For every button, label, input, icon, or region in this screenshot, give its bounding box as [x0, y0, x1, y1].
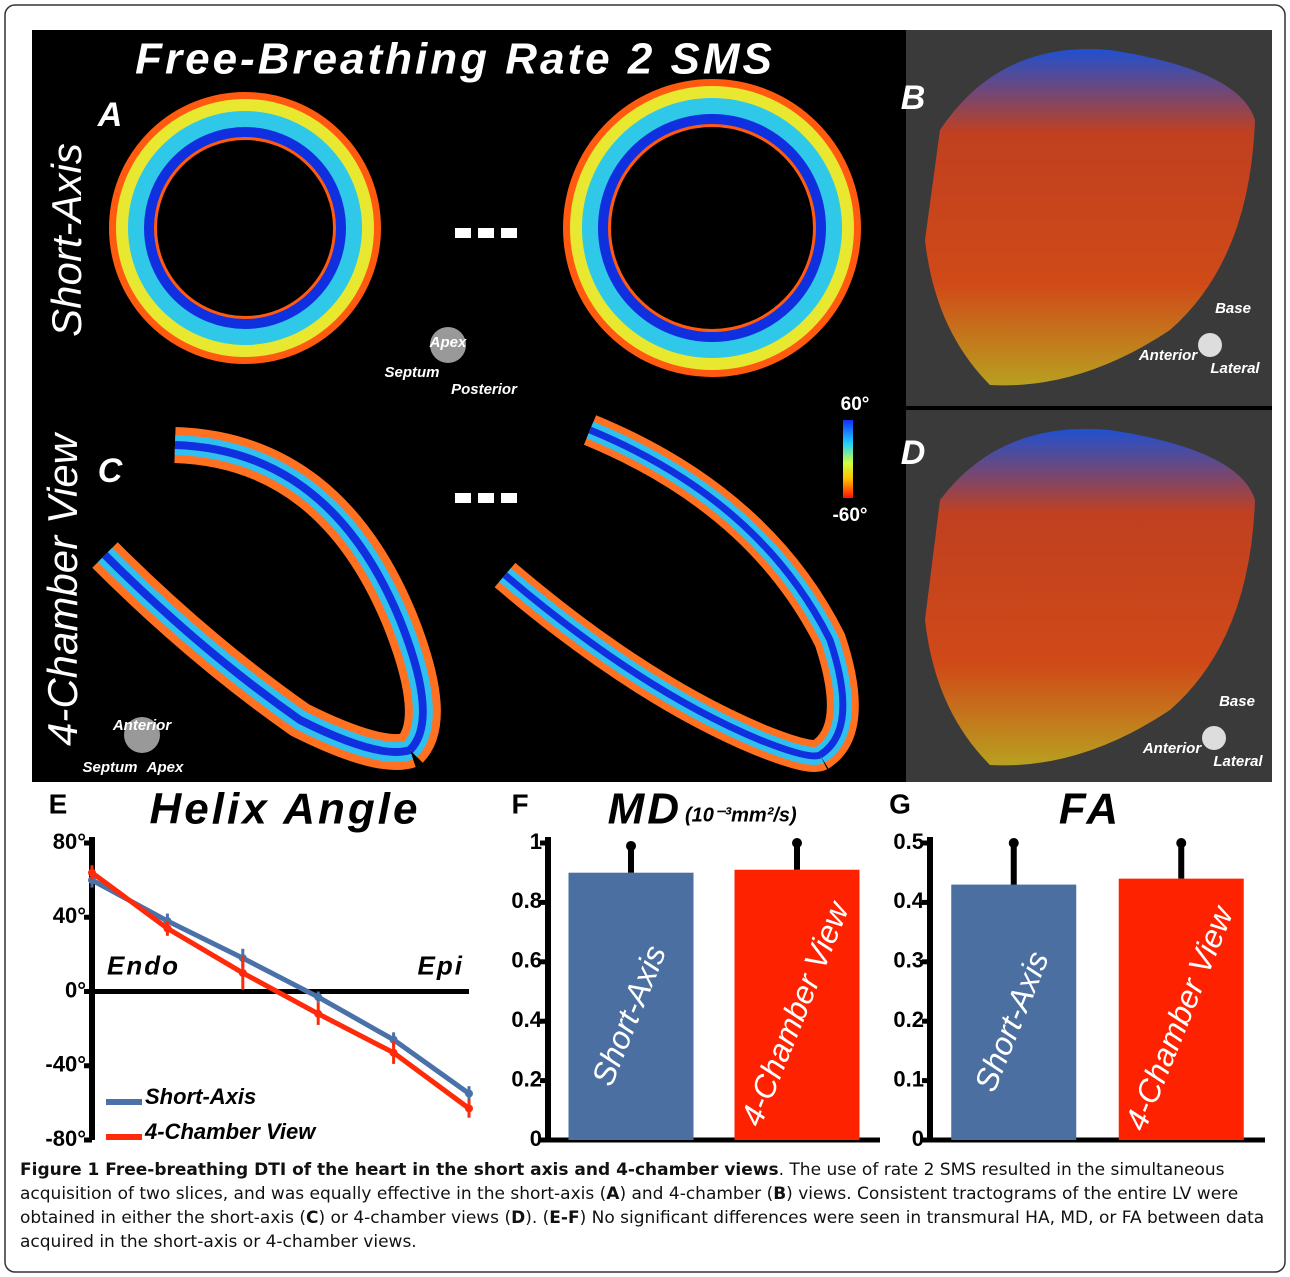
caption: Figure 1 Free-breathing DTI of the heart…: [20, 1158, 1270, 1254]
point: [314, 993, 323, 1002]
row-label: 4-Chamber View: [39, 431, 86, 746]
orientation-label: Anterior: [112, 717, 173, 734]
panel-label: G: [889, 788, 911, 819]
bar: [951, 884, 1077, 1140]
y-tick-label: 0.8: [511, 888, 542, 913]
panel-label: E: [49, 788, 68, 819]
caption-text: D: [511, 1208, 526, 1228]
point: [238, 968, 247, 977]
chart-title: FA: [1059, 785, 1121, 834]
chart-title: Helix Angle: [150, 785, 421, 834]
caption-text: B: [773, 1184, 787, 1204]
caption-text: ) or 4-chamber views (: [318, 1208, 512, 1228]
panel-label: D: [901, 434, 926, 472]
series-line: [90, 870, 471, 1111]
orientation-label: Septum: [384, 364, 439, 381]
y-tick-label: -40°: [45, 1052, 86, 1077]
annotation: Epi: [418, 950, 464, 980]
y-tick-label: 0.1: [893, 1066, 924, 1091]
legend-label: Short-Axis: [145, 1084, 256, 1109]
caption-text: ) and 4-chamber (: [619, 1184, 774, 1204]
error-cap: [1176, 838, 1187, 848]
annotation: Endo: [107, 950, 180, 980]
y-tick-label: 80°: [53, 829, 86, 854]
orientation-label: Posterior: [451, 381, 518, 398]
caption-text: C: [306, 1208, 319, 1228]
figure-title: Free-Breathing Rate 2 SMS: [135, 35, 775, 84]
point: [389, 1048, 398, 1057]
orientation-label: Lateral: [1213, 753, 1263, 770]
y-tick-label: -80°: [45, 1126, 86, 1151]
bar: [734, 869, 860, 1140]
y-tick-label: 0.4: [893, 888, 924, 913]
panel-label: F: [511, 788, 528, 819]
panel-label: C: [98, 452, 123, 490]
y-tick-label: 1: [530, 829, 542, 854]
bar: [1118, 878, 1244, 1140]
series-line: [90, 877, 471, 1096]
caption-text: ) No significant differences were seen i…: [20, 1208, 1265, 1252]
ring-images: [92, 79, 861, 772]
orientation-label: Base: [1215, 300, 1251, 317]
bar: [568, 872, 694, 1140]
error-cap: [626, 840, 636, 851]
charts: E Helix Angle 80° 40° 0° -40° -80° Endo Epi Short…: [45, 785, 1265, 1151]
y-tick-label: 0.6: [511, 948, 542, 973]
y-tick-label: 0.5: [893, 829, 924, 854]
y-tick-label: 0°: [65, 977, 86, 1002]
colorbar: [843, 420, 853, 498]
panel-label: A: [97, 96, 123, 134]
y-tick-label: 40°: [53, 903, 86, 928]
point: [314, 1009, 323, 1018]
tractograms: [124, 30, 1272, 782]
y-tick-label: 0: [912, 1126, 924, 1151]
error-cap: [792, 838, 802, 848]
orientation-label: Apex: [146, 759, 184, 776]
orientation-label: Anterior: [1142, 740, 1203, 757]
caption-text: ) views. Consistent tractograms of the e…: [20, 1184, 1239, 1228]
colorbar-label: -60°: [832, 505, 867, 526]
panel-label: B: [901, 79, 926, 117]
orientation-label: Base: [1219, 693, 1255, 710]
y-tick-label: 0.2: [511, 1066, 542, 1091]
point: [389, 1035, 398, 1044]
row-label: Short-Axis: [43, 143, 90, 337]
chart-unit: (10⁻³mm²/s): [685, 804, 797, 826]
caption-text: ). (: [525, 1208, 550, 1228]
orientation-label: Lateral: [1210, 360, 1260, 377]
point: [163, 924, 172, 933]
frame: [4, 4, 1286, 1273]
y-tick-label: 0: [530, 1126, 542, 1151]
y-tick-label: 0.4: [511, 1007, 542, 1032]
caption-text: . The use of rate 2 SMS resulted in the …: [20, 1160, 1225, 1204]
caption-text: Figure 1 Free-breathing DTI of the heart…: [20, 1160, 779, 1180]
point: [465, 1104, 473, 1113]
y-tick-label: 0.3: [893, 948, 924, 973]
point: [88, 868, 96, 877]
legend-label: 4-Chamber View: [144, 1119, 317, 1144]
chart-title: MD: [608, 785, 682, 834]
orientation-label: Anterior: [1138, 347, 1199, 364]
error-cap: [1008, 838, 1019, 848]
caption-text: E-F: [549, 1208, 580, 1228]
orientation-label: Septum: [82, 759, 137, 776]
colorbar-label: 60°: [841, 394, 870, 415]
orientation-label: Apex: [429, 334, 467, 351]
point: [465, 1089, 473, 1098]
caption-text: A: [606, 1184, 620, 1204]
y-tick-label: 0.2: [893, 1007, 924, 1032]
